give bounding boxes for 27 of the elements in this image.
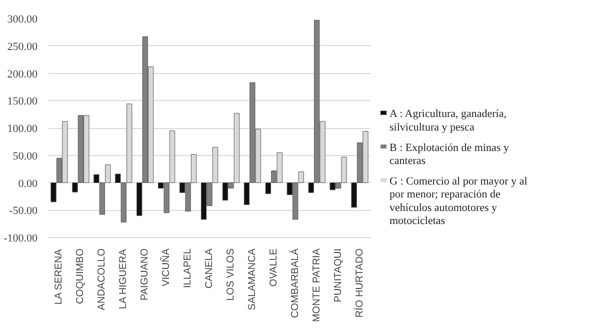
x-tick-label: PAIGUANO [140,248,151,301]
y-tick-label: 50.00 [12,150,38,162]
y-tick-label: -100.00 [4,232,38,244]
x-tick-label: RÍO HURTADO [353,248,366,318]
x-tick-label: OVALLE [268,248,280,287]
x-tick-label: LA HIGUERA [118,248,130,310]
x-tick-label: LA SERENA [54,248,65,305]
y-tick-label: 250.00 [7,40,38,53]
x-tick-label: MONTE PATRIA [311,248,322,322]
y-tick-label: -50.00 [9,205,38,218]
legend-label: B : Explotación de minas y canteras [390,142,510,168]
y-tick-label: 100.00 [7,123,38,135]
x-tick-label: SALAMANCA [246,248,258,310]
y-tick-label: 300.00 [7,14,38,26]
legend-label: A : Agricultura, ganadería, silvicultura y pesca [390,108,507,134]
x-tick-label: PUNITAQUI [332,248,344,302]
x-tick-label: VICUÑA [160,248,172,286]
x-tick-label: COMBARBALÁ [288,248,301,318]
y-tick-label: 150.00 [7,96,38,108]
x-tick-label: CANELA [204,248,215,289]
y-tick-label: 200.00 [7,68,38,80]
legend-label: G : Comercio al por mayor y al por menor; reparación de vehículos automotores y motocicletas [390,176,528,228]
x-tick-label: ILLAPEL [182,248,194,288]
x-tick-label: COQUIMBO [75,248,86,304]
x-tick-label: LOS VILOS [225,248,236,301]
x-tick-label: ANDACOLLO [96,248,108,310]
y-tick-label: 0.00 [18,178,38,190]
